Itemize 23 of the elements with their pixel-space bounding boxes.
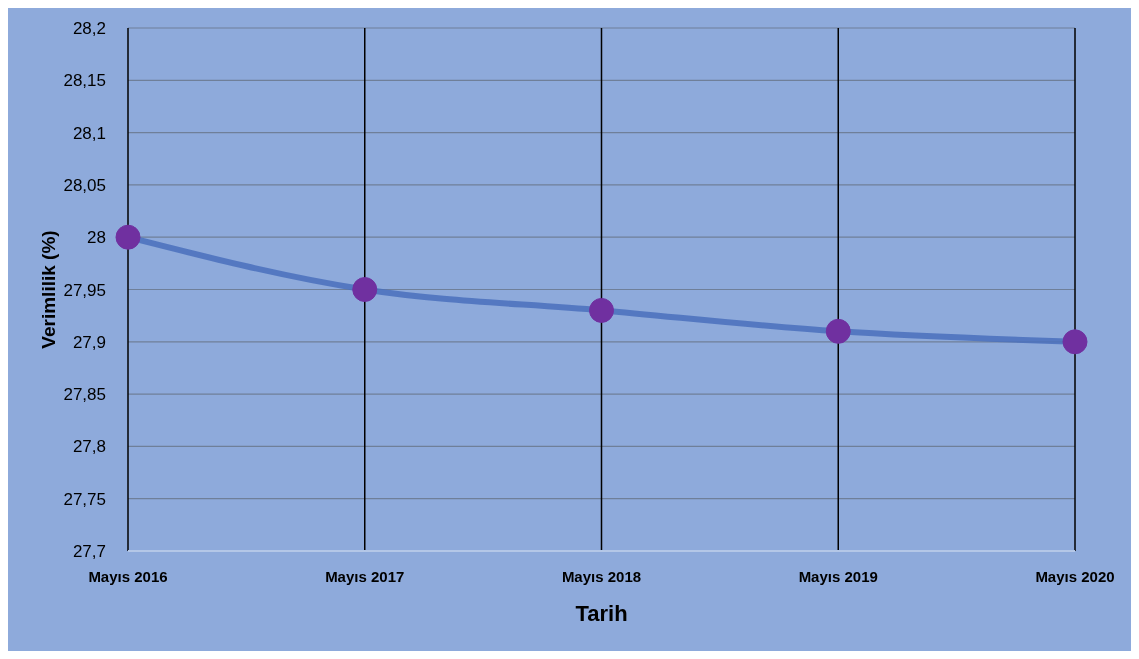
y-tick-label: 27,9 bbox=[72, 332, 106, 352]
y-tick-label: 27,7 bbox=[72, 542, 106, 562]
x-tick-label: Mayıs 2018 bbox=[561, 567, 642, 585]
y-tick-label: 27,8 bbox=[72, 437, 106, 457]
y-tick-label: 28 bbox=[87, 228, 106, 248]
y-tick-label: 28,05 bbox=[63, 175, 106, 195]
point bbox=[115, 224, 141, 250]
x-tick-label: Mayıs 2016 bbox=[88, 567, 168, 585]
x-tick-label: Mayıs 2017 bbox=[325, 567, 405, 585]
point bbox=[825, 318, 851, 344]
point bbox=[589, 297, 614, 323]
y-tick-label: 28,15 bbox=[63, 71, 106, 91]
y-tick-label: 28,2 bbox=[72, 19, 106, 39]
x-tick-label: Mayıs 2020 bbox=[1035, 567, 1115, 585]
y-tick-label: 27,75 bbox=[63, 489, 106, 509]
y-tick-label: 27,85 bbox=[63, 385, 106, 405]
point bbox=[1062, 329, 1088, 355]
point bbox=[352, 277, 378, 302]
y-tick-label: 27,95 bbox=[63, 280, 106, 300]
x-axis-title: Tarih bbox=[575, 601, 628, 626]
x-tick-label: Mayıs 2019 bbox=[798, 567, 878, 585]
y-axis-title: Verimlilik (%) bbox=[37, 230, 59, 349]
y-tick-label: 28,1 bbox=[72, 123, 106, 143]
